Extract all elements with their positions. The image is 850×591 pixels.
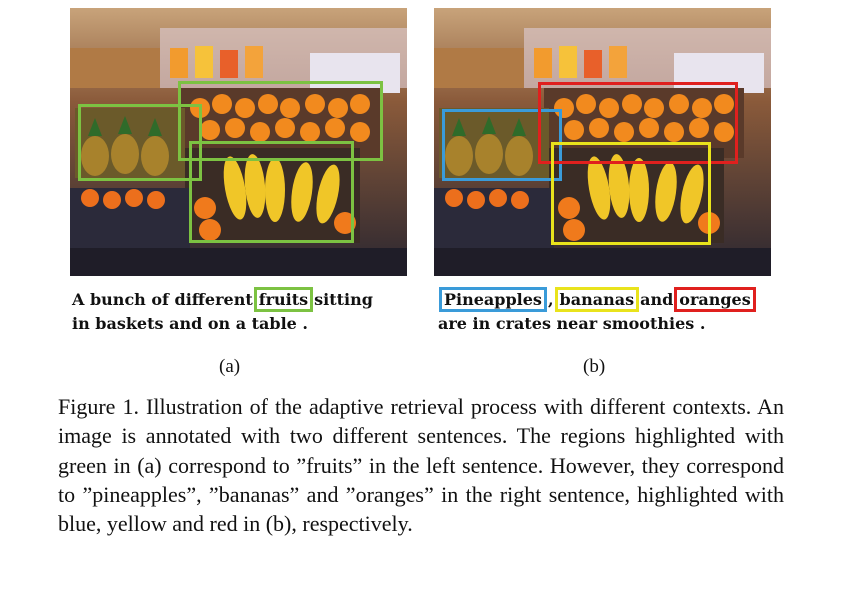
sentence-a-pre: A bunch of different	[72, 290, 253, 309]
fruit-stand-image	[70, 8, 407, 276]
sentence-b: Pineapples, bananas and oranges are in crat…	[438, 287, 757, 336]
sentence-b-comma: ,	[547, 290, 554, 309]
sentence-a-line2: in baskets and on a table .	[72, 314, 308, 333]
highlight-pineapples: Pineapples	[439, 287, 547, 312]
sentence-a-line1: A bunch of different fruits sitting	[72, 287, 373, 312]
region-box-oranges	[538, 82, 738, 164]
highlight-bananas: bananas	[554, 287, 640, 312]
sentence-a: A bunch of different fruits sitting in bas…	[72, 287, 373, 336]
sentence-b-line2: are in crates near smoothies .	[438, 314, 706, 333]
subfigure-label-b: (b)	[583, 356, 606, 377]
highlight-oranges: oranges	[674, 287, 756, 312]
region-box-fruits-2	[178, 81, 383, 161]
sentence-b-and: and	[640, 290, 674, 309]
subfigure-label-a: (a)	[219, 356, 241, 377]
sentence-a-post: sitting	[314, 290, 373, 309]
highlight-fruits: fruits	[253, 287, 314, 312]
fruit-stand-image	[434, 8, 771, 276]
region-box-bananas	[551, 142, 711, 245]
sentence-b-line1: Pineapples, bananas and oranges	[438, 287, 757, 312]
fruit-photo-b	[434, 8, 771, 276]
region-box-pineapples	[442, 109, 562, 181]
figure-caption: Figure 1. Illustration of the adaptive r…	[58, 394, 784, 537]
region-box-fruits-3	[189, 141, 354, 243]
fruit-photo-a	[70, 8, 407, 276]
